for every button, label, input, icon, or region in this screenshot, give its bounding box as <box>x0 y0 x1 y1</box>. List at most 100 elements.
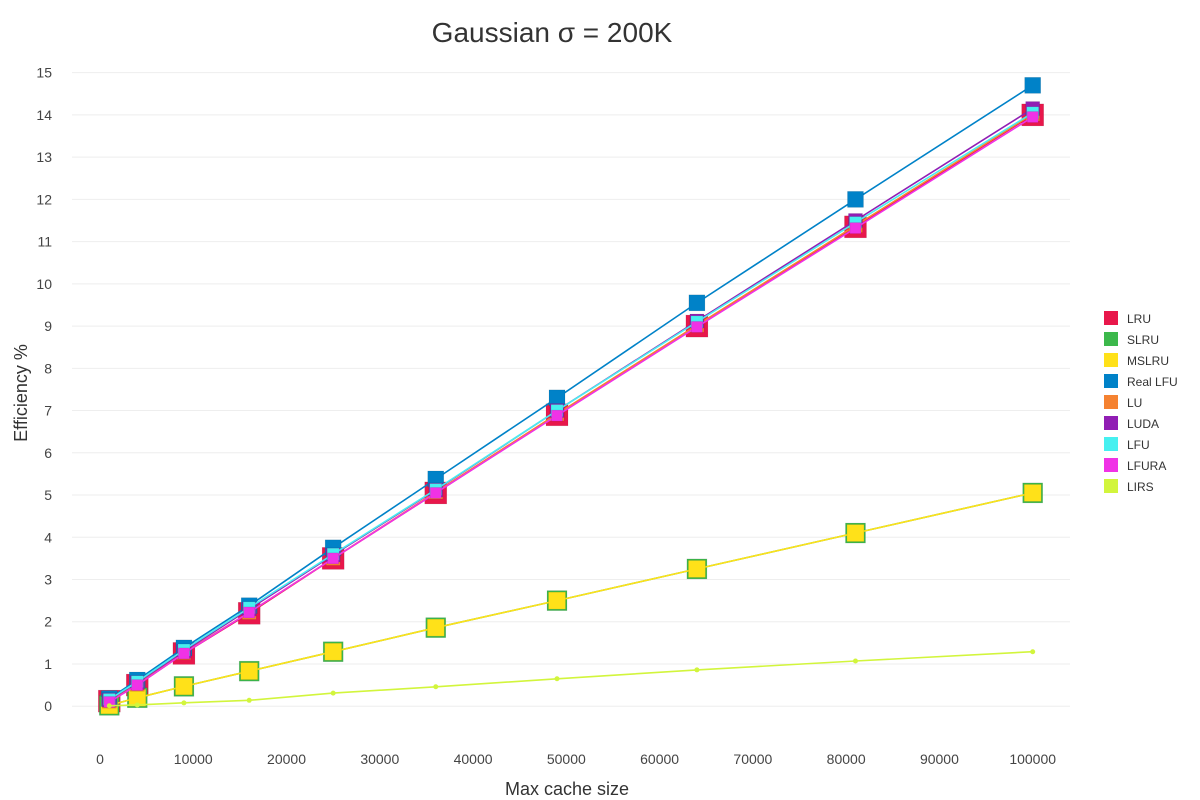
y-tick-label: 5 <box>44 487 52 503</box>
data-point <box>694 667 700 673</box>
legend-label: LIRS <box>1127 480 1154 494</box>
y-tick-label: 10 <box>36 276 52 292</box>
legend-swatch <box>1104 374 1118 388</box>
legend-swatch <box>1104 332 1118 346</box>
legend-item: LRU <box>1104 311 1151 326</box>
data-point <box>330 690 336 696</box>
legend-swatch <box>1104 458 1118 472</box>
series-slru <box>99 482 1043 716</box>
legend-label: LUDA <box>1127 417 1159 431</box>
legend-item: LFU <box>1104 437 1150 452</box>
legend-item: SLRU <box>1104 332 1159 347</box>
data-point <box>554 676 560 682</box>
y-axis-label: Efficiency % <box>11 344 31 442</box>
legend-item: Real LFU <box>1104 374 1178 389</box>
x-tick-label: 30000 <box>360 751 399 767</box>
series-line <box>108 84 1034 700</box>
x-tick-label: 90000 <box>920 751 959 767</box>
legend-item: LUDA <box>1104 416 1159 431</box>
legend-label: SLRU <box>1127 333 1159 347</box>
series-lru <box>98 103 1044 713</box>
legend-swatch <box>1104 437 1118 451</box>
legend-label: LFU <box>1127 438 1150 452</box>
grid-layer <box>72 72 1070 707</box>
data-point <box>847 191 864 208</box>
x-tick-label: 20000 <box>267 751 306 767</box>
chart-title: Gaussian σ = 200K <box>432 17 673 48</box>
data-point <box>1023 484 1042 502</box>
y-tick-label: 8 <box>44 360 52 376</box>
data-point <box>1026 111 1039 123</box>
data-point <box>134 702 140 708</box>
y-tick-label: 7 <box>44 403 52 419</box>
x-tick-label: 10000 <box>174 751 213 767</box>
x-tick-label: 50000 <box>547 751 586 767</box>
data-point <box>551 409 563 422</box>
series-line <box>108 112 1034 701</box>
data-point <box>240 662 259 680</box>
data-point <box>691 321 703 333</box>
data-point <box>426 618 445 637</box>
data-point <box>688 560 706 578</box>
data-point <box>1030 649 1036 655</box>
series-line <box>109 650 1033 707</box>
legend-swatch <box>1104 416 1118 430</box>
data-point <box>1024 77 1041 94</box>
legend-swatch <box>1104 353 1118 367</box>
y-tick-label: 2 <box>44 614 52 630</box>
legend-item: LU <box>1104 395 1142 410</box>
legend-swatch <box>1104 311 1118 325</box>
data-point <box>178 647 190 660</box>
series-lirs <box>106 649 1036 709</box>
data-point <box>324 642 342 661</box>
y-tick-label: 15 <box>36 65 52 81</box>
y-tick-label: 3 <box>44 572 52 588</box>
x-tick-label: 100000 <box>1009 751 1056 767</box>
data-point <box>852 658 858 664</box>
data-point <box>246 697 252 703</box>
legend-label: LRU <box>1127 312 1151 326</box>
series-line <box>109 492 1033 707</box>
legend-item: LFURA <box>1104 458 1166 473</box>
legend: LRU SLRU MSLRU Real LFU LU LUDA LFU LFURA LIRS <box>1104 311 1178 494</box>
data-point <box>429 487 442 499</box>
x-tick-label: 0 <box>96 751 104 767</box>
data-point <box>131 679 144 691</box>
legend-item: MSLRU <box>1104 353 1169 368</box>
data-point <box>548 591 566 610</box>
data-point <box>688 294 706 312</box>
data-point <box>327 552 339 565</box>
legend-swatch <box>1104 395 1118 409</box>
legend-label: Real LFU <box>1127 375 1178 389</box>
data-point <box>849 222 862 234</box>
data-point <box>106 703 112 709</box>
x-axis-label: Max cache size <box>505 779 629 799</box>
series-line <box>108 116 1034 703</box>
y-tick-label: 4 <box>44 529 52 545</box>
x-tick-label: 40000 <box>454 751 493 767</box>
legend-label: LFURA <box>1127 459 1166 473</box>
legend-item: LIRS <box>1104 479 1154 494</box>
data-point <box>846 524 865 542</box>
series-lfura <box>103 111 1039 708</box>
data-point <box>433 684 439 690</box>
legend-label: MSLRU <box>1127 354 1169 368</box>
data-point <box>175 677 193 696</box>
data-point <box>181 700 187 706</box>
legend-swatch <box>1104 479 1118 493</box>
y-tick-label: 13 <box>36 149 52 165</box>
series-layer <box>98 77 1044 716</box>
y-tick-label: 14 <box>36 107 52 123</box>
x-tick-label: 70000 <box>733 751 772 767</box>
x-tick-label: 80000 <box>827 751 866 767</box>
y-tick-label: 6 <box>44 445 52 461</box>
x-tick-label: 60000 <box>640 751 679 767</box>
legend-label: LU <box>1127 396 1142 410</box>
y-tick-label: 12 <box>36 191 52 207</box>
y-tick-label: 0 <box>44 698 52 714</box>
data-point <box>243 606 256 619</box>
y-tick-label: 11 <box>37 234 52 250</box>
